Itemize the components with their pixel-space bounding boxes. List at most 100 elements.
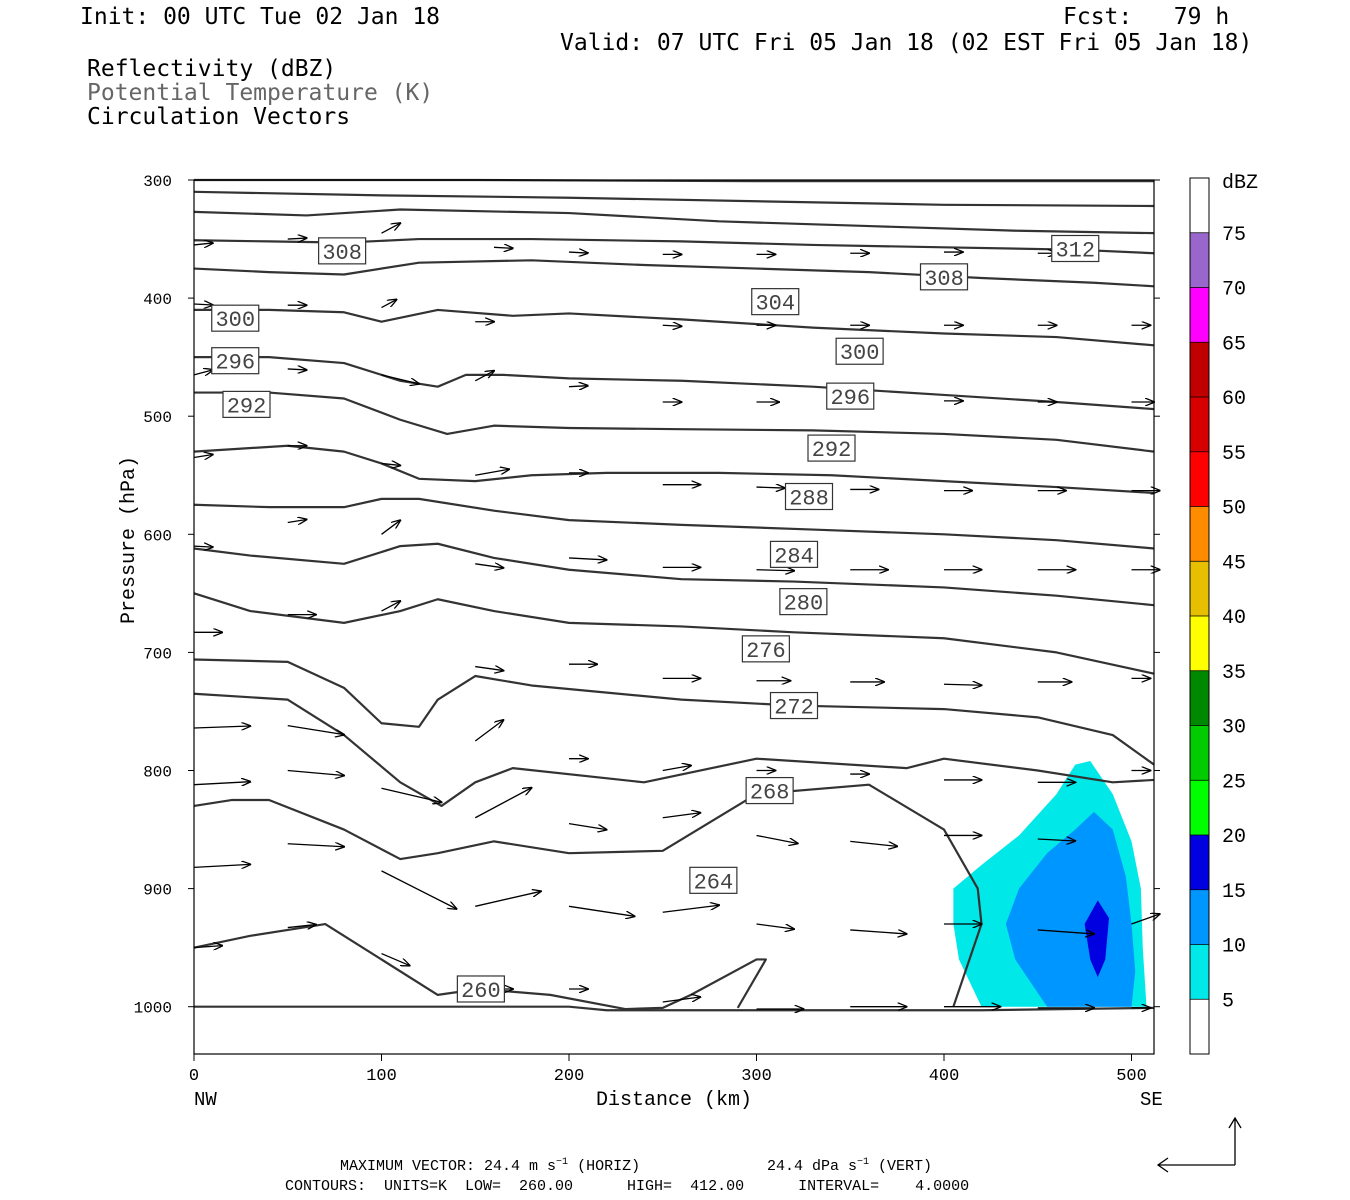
axes: 300 400 500 600 700 800 900 1000 0 100 200 300 400 50… xyxy=(118,173,1163,1112)
colorbar-swatch xyxy=(1190,178,1209,233)
colorbar-label: 70 xyxy=(1222,279,1246,302)
circulation-vector xyxy=(568,252,588,253)
x-tick-label: 0 xyxy=(189,1067,199,1086)
theta-contour-280 xyxy=(193,592,1155,675)
y-tick-label: 800 xyxy=(143,764,172,782)
colorbar-swatch xyxy=(1190,889,1209,945)
reference-vector-icon xyxy=(1156,1116,1242,1173)
field-reflectivity: Reflectivity (dBZ) xyxy=(87,56,337,82)
colorbar-title: dBZ xyxy=(1222,172,1258,195)
contour-label: 292 xyxy=(812,438,852,463)
contour-label-box xyxy=(751,288,800,316)
theta-contour-300 xyxy=(194,356,1155,411)
circulation-vector xyxy=(287,519,307,522)
contour-label-box xyxy=(211,304,260,332)
colorbar-label: 20 xyxy=(1222,826,1246,849)
contour-label-box xyxy=(769,691,819,720)
contour-label: 288 xyxy=(789,487,829,512)
theta-contour-304 xyxy=(194,308,1155,347)
colorbar-label: 5 xyxy=(1222,990,1234,1013)
max-vector-vert-text: 24.4 dPa s−1 (VERT) xyxy=(767,1157,932,1175)
reflectivity-15-dbz xyxy=(1084,900,1109,978)
circulation-vector xyxy=(756,834,798,843)
circulation-vector xyxy=(475,564,503,568)
colorbar-swatch xyxy=(1190,397,1209,452)
circulation-vector xyxy=(475,667,503,671)
circulation-vector xyxy=(193,370,213,375)
contour-label: 280 xyxy=(784,592,824,617)
contour-label-box xyxy=(222,390,271,418)
colorbar-label: 55 xyxy=(1222,443,1246,466)
contour-label: 260 xyxy=(461,979,501,1004)
theta-contour-288 xyxy=(193,497,1155,550)
theta-contour-308 xyxy=(193,259,1155,288)
colorbar-label: 75 xyxy=(1222,224,1246,247)
colorbar-swatch xyxy=(1190,835,1209,890)
x-tick-label: 400 xyxy=(929,1067,960,1086)
circulation-vector xyxy=(381,870,457,909)
colorbar-swatch xyxy=(1190,616,1209,671)
circulation-vector xyxy=(381,520,401,535)
x-axis-title: Distance (km) xyxy=(596,1089,752,1112)
theta-contour-264 xyxy=(193,922,767,1011)
contour-label: 308 xyxy=(322,241,362,266)
nw-label: NW xyxy=(194,1089,217,1111)
contour-label: 264 xyxy=(694,870,734,895)
circulation-vector xyxy=(943,684,982,685)
field-potential-temperature: Potential Temperature (K) xyxy=(87,80,434,106)
contour-label: 284 xyxy=(774,544,814,569)
y-tick-label: 700 xyxy=(143,645,172,663)
field-circulation-vectors: Circulation Vectors xyxy=(87,104,351,130)
colorbar-label: 50 xyxy=(1222,498,1246,521)
x-tick-label: 100 xyxy=(366,1067,397,1086)
contour-label-box xyxy=(745,776,794,805)
circulation-vector xyxy=(1037,839,1076,841)
theta-contour-296 xyxy=(194,391,1155,453)
contour-label-box xyxy=(835,337,884,365)
circulation-vector xyxy=(756,487,785,488)
theta-contour-292 xyxy=(193,444,1155,495)
colorbar-swatch xyxy=(1190,561,1209,616)
colorbar-label: 45 xyxy=(1222,552,1246,575)
circulation-vector xyxy=(568,823,607,830)
circulation-vector xyxy=(474,720,503,742)
circulation-vector xyxy=(193,864,250,867)
x-tick-label: 500 xyxy=(1116,1067,1147,1086)
theta-contour-308 xyxy=(193,208,1155,235)
circulation-vector xyxy=(193,946,222,948)
circulation-vector xyxy=(850,929,906,934)
contour-label-box xyxy=(779,588,828,616)
theta-contour-268 xyxy=(193,783,983,1008)
circulation-vector xyxy=(287,369,307,370)
circulation-vector xyxy=(193,782,250,785)
circulation-vector xyxy=(1131,914,1160,925)
circulation-vector xyxy=(193,304,213,305)
max-vector-horiz-text: MAXIMUM VECTOR: 24.4 m s−1 (HORIZ) xyxy=(340,1157,640,1175)
contour-label-box xyxy=(318,237,367,265)
forecast-hour: Fcst: 79 h xyxy=(1063,4,1230,30)
circulation-vector xyxy=(381,463,401,465)
contour-label-box xyxy=(741,635,790,663)
contour-label-box xyxy=(769,540,819,568)
y-tick-label: 300 xyxy=(143,173,172,191)
x-tick-label: 300 xyxy=(741,1067,772,1086)
contour-label: 308 xyxy=(924,267,964,292)
contour-label-box xyxy=(456,975,505,1003)
contour-label-box xyxy=(689,866,738,894)
contour-label: 300 xyxy=(840,341,880,366)
circulation-vector xyxy=(662,325,682,326)
colorbar-label: 40 xyxy=(1222,607,1246,630)
colorbar-swatch xyxy=(1190,342,1209,397)
circulation-vector xyxy=(475,469,509,476)
contour-label: 276 xyxy=(746,639,786,664)
theta-contour-284 xyxy=(193,542,1155,607)
contours-info-text: CONTOURS: UNITS=K LOW= 260.00 HIGH= 412.… xyxy=(285,1178,969,1195)
y-tick-label: 400 xyxy=(143,291,172,309)
contour-label-box xyxy=(784,482,834,511)
colorbar-swatch xyxy=(1190,725,1209,781)
contour-label-box xyxy=(826,382,875,410)
circulation-vector xyxy=(662,997,701,1003)
circulation-vector xyxy=(381,787,442,802)
circulation-vector xyxy=(568,905,635,916)
